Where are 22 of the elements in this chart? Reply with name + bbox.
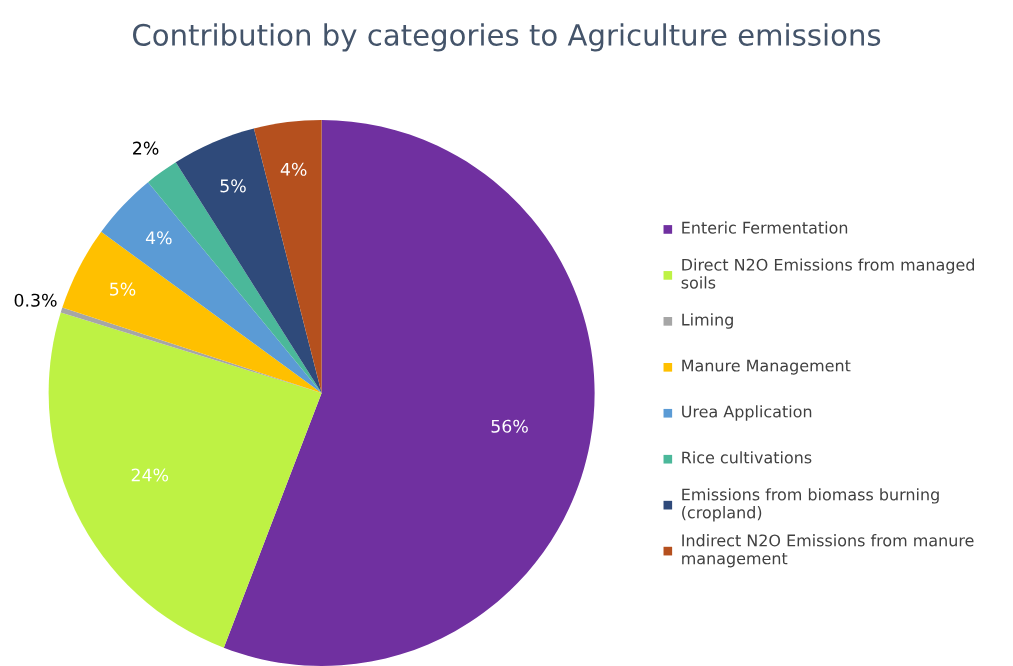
data-label: 4% — [280, 162, 307, 176]
legend-label: Liming — [682, 313, 733, 329]
data-label: 4% — [145, 231, 172, 245]
data-label: 5% — [110, 282, 136, 296]
data-label: 2% — [133, 141, 159, 155]
pie-slice — [175, 128, 322, 393]
legend-label: Urea Application — [682, 405, 812, 421]
data-label: 24% — [131, 468, 169, 482]
legend-label: Rice cultivations — [682, 451, 812, 464]
legend-label: Manure Management — [682, 359, 851, 375]
pie-slice — [62, 231, 322, 393]
data-label: 5% — [220, 179, 246, 193]
pie-slice — [253, 119, 322, 393]
legend-label: Emissions from biomass burning (cropland) — [682, 488, 939, 522]
legend-label: Direct N2O Emissions from managed soils — [681, 258, 974, 289]
pie-slice — [148, 162, 322, 393]
pie-slice — [48, 312, 322, 648]
legend-label: Indirect N2O Emissions from manure management — [682, 534, 974, 568]
data-label: 0.3% — [14, 293, 57, 307]
data-label: 56% — [491, 419, 528, 433]
legend-label: Enteric Fermentation — [682, 221, 848, 234]
chart-title: Contribution by categories to Agriculture emissions — [133, 23, 881, 52]
